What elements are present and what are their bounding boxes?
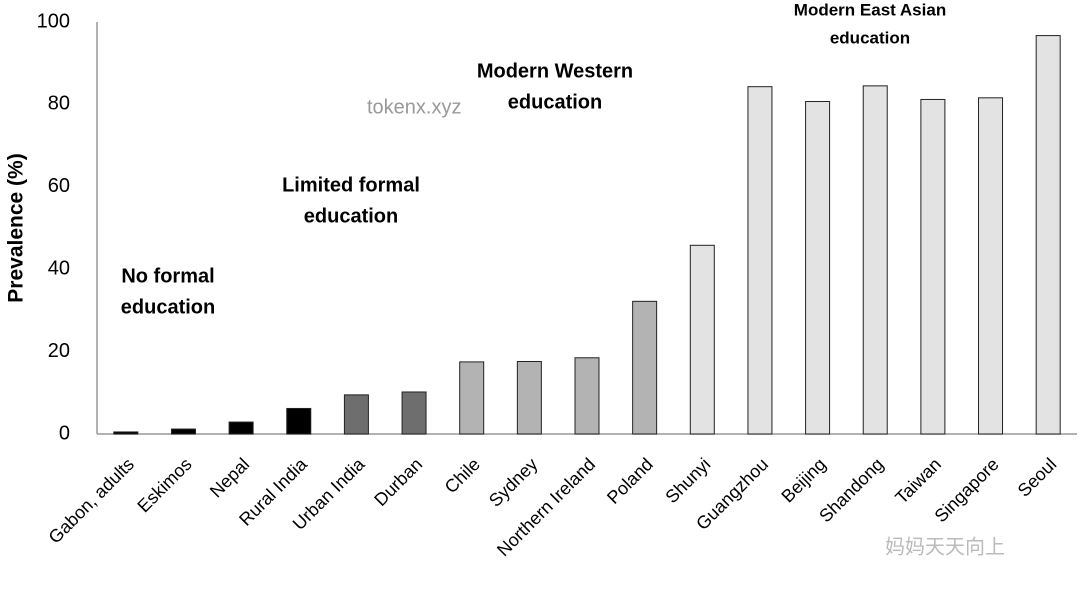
- x-tick-label: Chile: [441, 454, 484, 497]
- annotation: Modern East Asian: [794, 0, 946, 19]
- annotation: education: [304, 205, 398, 227]
- bar: [343, 394, 369, 435]
- bar: [516, 360, 542, 435]
- x-tick-label: Beijing: [777, 454, 829, 506]
- bar: [805, 101, 831, 435]
- x-tick-label: Nepal: [206, 454, 253, 501]
- annotation: Modern Western: [477, 60, 633, 82]
- x-tick-label: Shunyi: [661, 454, 714, 507]
- annotation: Limited formal: [282, 174, 420, 196]
- x-tick-label: Poland: [603, 454, 657, 508]
- bar: [401, 391, 427, 435]
- bar: [920, 98, 946, 435]
- bar: [459, 361, 485, 435]
- bar: [862, 85, 888, 435]
- y-tick-label: 40: [48, 257, 70, 279]
- x-tick-label: Durban: [370, 454, 426, 510]
- bar: [1035, 35, 1061, 435]
- y-tick-label: 80: [48, 93, 70, 115]
- y-tick-label: 100: [37, 10, 70, 32]
- bar: [574, 357, 600, 435]
- bar: [170, 428, 196, 435]
- annotation: education: [830, 28, 910, 47]
- watermark: 妈妈天天向上: [885, 535, 1005, 558]
- bar: [632, 300, 658, 435]
- x-tick-label: Gabon, adults: [45, 454, 138, 547]
- bar: [747, 86, 773, 435]
- x-tick-label: Sydney: [485, 454, 542, 511]
- bar: [286, 407, 312, 435]
- bar: [689, 244, 715, 435]
- x-tick-label: Eskimos: [133, 454, 195, 516]
- annotation: education: [121, 296, 215, 318]
- y-tick-label: 60: [48, 175, 70, 197]
- x-tick-label: Taiwan: [891, 454, 945, 508]
- watermark: tokenx.xyz: [367, 96, 461, 118]
- y-tick-label: 0: [59, 422, 70, 444]
- bar: [978, 97, 1004, 435]
- bar: [113, 431, 139, 435]
- y-axis-label: Prevalence (%): [5, 153, 28, 302]
- x-tick-label: Northern Ireland: [493, 454, 599, 560]
- annotation: education: [508, 91, 602, 113]
- bar: [228, 421, 254, 435]
- annotation: No formal: [121, 265, 214, 287]
- x-tick-label: Seoul: [1014, 454, 1061, 501]
- y-tick-label: 20: [48, 340, 70, 362]
